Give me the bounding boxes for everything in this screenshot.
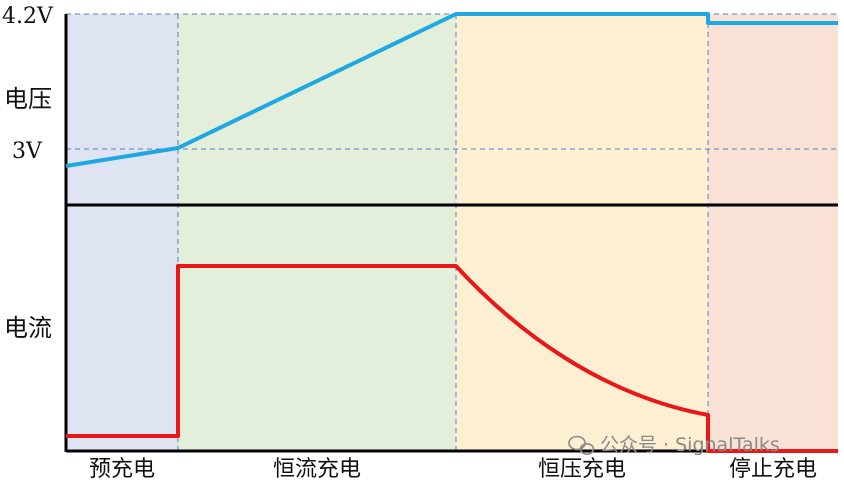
watermark-text: 公众号 · SignalTalks bbox=[600, 434, 780, 456]
phase-label-constant-current: 恒流充电 bbox=[273, 457, 361, 482]
voltage-curve bbox=[65, 12, 838, 168]
phase-label-stop: 停止充电 bbox=[729, 457, 817, 482]
phase-band-precharge bbox=[66, 14, 178, 450]
phase-label-precharge: 预充电 bbox=[89, 457, 155, 482]
current-axis-label: 电流 bbox=[4, 314, 52, 342]
voltage-threshold-label: 3V bbox=[12, 139, 43, 164]
phase-label-constant-voltage: 恒压充电 bbox=[538, 457, 626, 482]
voltage-axis-label: 电压 bbox=[4, 85, 52, 113]
wechat-icon bbox=[568, 435, 595, 455]
phase-band-constant-voltage bbox=[456, 14, 708, 450]
current-curve bbox=[66, 264, 838, 453]
voltage-max-label: 4.2V bbox=[2, 4, 54, 29]
phase-band-constant-current bbox=[178, 14, 456, 450]
phase-band-stop bbox=[708, 14, 838, 450]
